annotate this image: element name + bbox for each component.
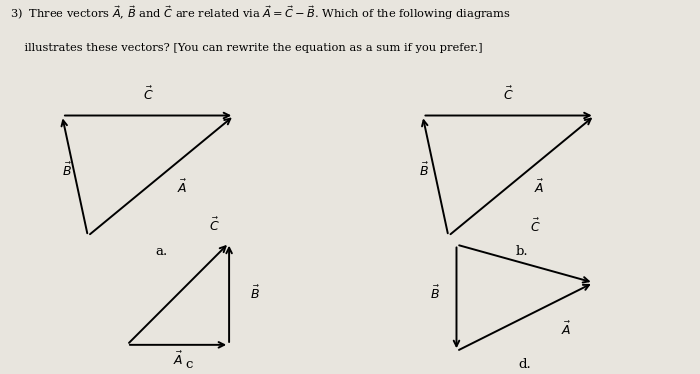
Text: $\vec{C}$: $\vec{C}$ xyxy=(531,218,541,235)
Text: $\vec{A}$: $\vec{A}$ xyxy=(173,351,183,368)
Text: $\vec{A}$: $\vec{A}$ xyxy=(534,179,545,196)
Text: $\vec{C}$: $\vec{C}$ xyxy=(143,86,153,104)
Text: b.: b. xyxy=(515,245,528,258)
Text: $\vec{A}$: $\vec{A}$ xyxy=(177,179,188,196)
Text: c: c xyxy=(186,358,192,371)
Text: $\vec{B}$: $\vec{B}$ xyxy=(430,285,440,302)
Text: $\vec{A}$: $\vec{A}$ xyxy=(561,321,571,338)
Text: illustrates these vectors? [You can rewrite the equation as a sum if you prefer.: illustrates these vectors? [You can rewr… xyxy=(10,43,483,53)
Text: $\vec{C}$: $\vec{C}$ xyxy=(503,86,514,104)
Text: a.: a. xyxy=(155,245,167,258)
Text: d.: d. xyxy=(519,358,531,371)
Text: $\vec{B}$: $\vec{B}$ xyxy=(62,162,72,179)
Text: $\vec{B}$: $\vec{B}$ xyxy=(251,285,260,303)
Text: 3)  Three vectors $\vec{A}$, $\vec{B}$ and $\vec{C}$ are related via $\vec{A}=\v: 3) Three vectors $\vec{A}$, $\vec{B}$ an… xyxy=(10,4,511,22)
Text: $\vec{C}$: $\vec{C}$ xyxy=(209,217,220,234)
Text: $\vec{B}$: $\vec{B}$ xyxy=(419,162,429,179)
